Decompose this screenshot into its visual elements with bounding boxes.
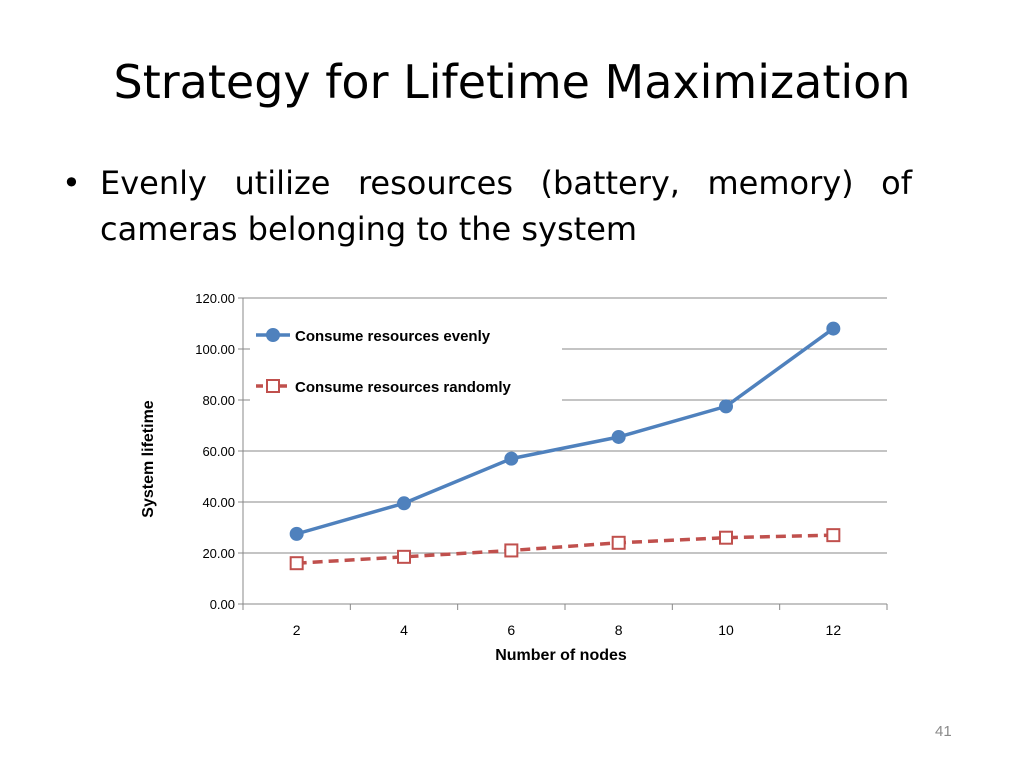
x-tick-label: 6 — [507, 622, 515, 638]
y-tick-label: 100.00 — [195, 342, 235, 357]
y-axis-title: System lifetime — [140, 400, 157, 517]
y-tick-label: 60.00 — [202, 444, 235, 459]
legend-marker — [266, 328, 280, 342]
data-point — [719, 530, 733, 545]
data-point — [504, 451, 519, 466]
legend-marker — [266, 379, 280, 393]
legend-box — [250, 318, 562, 406]
series-line — [296, 533, 834, 565]
y-tick-label: 120.00 — [195, 291, 235, 306]
x-tick-label: 4 — [400, 622, 408, 638]
data-point — [397, 496, 411, 511]
x-tick-label: 12 — [826, 622, 842, 638]
legend-label: Consume resources evenly — [295, 328, 491, 345]
series-line — [296, 327, 835, 536]
x-tick-label: 2 — [293, 622, 301, 638]
data-point — [397, 549, 411, 564]
data-point — [289, 526, 304, 541]
legend-label: Consume resources randomly — [295, 379, 512, 396]
bullet-text: Evenly utilize resources (battery, memor… — [100, 164, 912, 248]
x-axis-title: Number of nodes — [495, 647, 627, 664]
x-tick-label: 10 — [718, 622, 734, 638]
data-point — [719, 399, 733, 414]
data-point — [826, 321, 841, 336]
data-point — [611, 535, 626, 550]
y-tick-label: 80.00 — [202, 393, 235, 408]
data-point — [504, 543, 519, 558]
bullet-mark: • — [62, 164, 81, 202]
y-tick-label: 20.00 — [202, 546, 235, 561]
data-point — [826, 528, 841, 543]
x-tick-label: 8 — [615, 622, 623, 638]
y-tick-label: 0.00 — [210, 597, 235, 612]
bullet-item: • Evenly utilize resources (battery, mem… — [62, 160, 912, 252]
data-point — [289, 556, 304, 571]
y-tick-label: 40.00 — [202, 495, 235, 510]
slide-title: Strategy for Lifetime Maximization — [113, 55, 911, 109]
page-number: 41 — [935, 723, 952, 740]
data-point — [611, 429, 626, 444]
